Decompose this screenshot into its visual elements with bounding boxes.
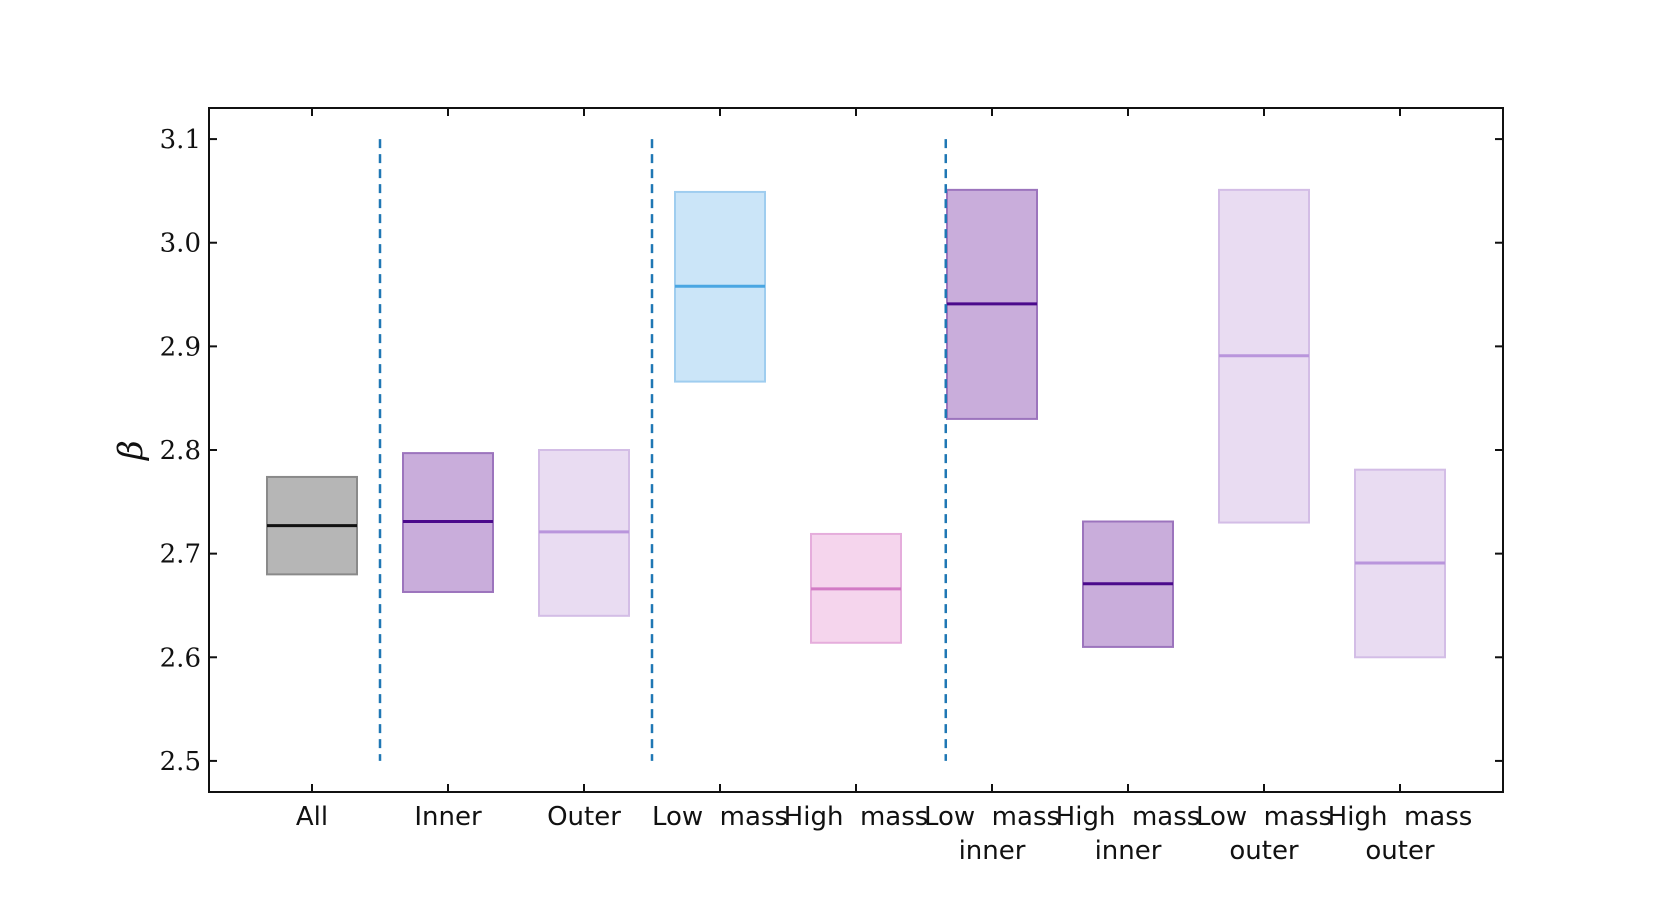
x-tick-label-line: outer [1229,836,1299,866]
x-tick-label-2: Outer [547,802,621,832]
y-tick-label-2: 2.7 [160,540,201,570]
x-tick-label-line: inner [1095,836,1162,866]
y-tick-label-6: 3.1 [160,125,201,155]
x-tick-label-line: High mass [784,802,929,832]
y-tick-label-1: 2.6 [160,643,201,673]
x-tick-label-line: High mass [1328,802,1473,832]
y-tick-label-5: 3.0 [160,229,201,259]
x-tick-label-line: Inner [414,802,482,832]
x-tick-label-3: Low mass [652,802,788,832]
y-tick-label-3: 2.8 [160,436,201,466]
x-tick-label-8: High mass outer [1328,802,1473,866]
dividers-layer [378,139,948,761]
x-tick-label-line: outer [1365,836,1435,866]
x-tick-label-4: High mass [784,802,929,832]
x-tick-label-line: inner [959,836,1026,866]
x-tick-label-line: High mass [1056,802,1201,832]
x-tick-label-line: All [296,802,328,832]
x-tick-label-line: Low mass [1196,802,1332,832]
boxes-layer [266,188,1446,659]
x-tick-label-line: Low mass [652,802,788,832]
x-tick-label-6: High mass inner [1056,802,1201,866]
y-tick-label-4: 2.9 [160,332,201,362]
ticks-layer: 2.5 2.6 2.7 2.8 2.9 3.0 3.1 All Inner Outer Low ma… [160,108,1503,866]
x-tick-label-7: Low mass outer [1196,802,1332,866]
x-tick-label-1: Inner [414,802,482,832]
y-tick-label-0: 2.5 [160,747,201,777]
x-tick-label-0: All [296,802,328,832]
x-tick-label-line: Outer [547,802,621,832]
x-tick-label-5: Low mass inner [924,802,1060,866]
y-axis-label: β [111,440,151,462]
x-tick-label-line: Low mass [924,802,1060,832]
